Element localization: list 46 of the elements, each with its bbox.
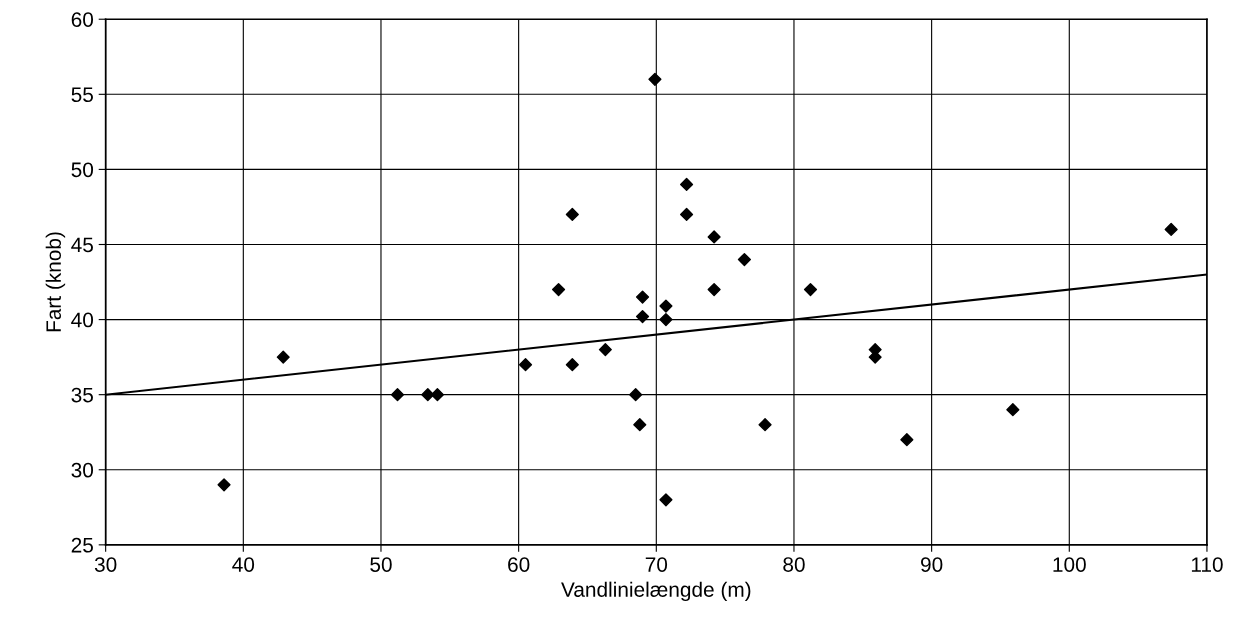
point (390, 388, 405, 402)
x-tick-label: 80 (783, 557, 805, 572)
point (633, 418, 647, 432)
point (659, 493, 673, 507)
y-tick-label: 25 (71, 537, 93, 553)
point (635, 290, 650, 304)
point (565, 207, 579, 222)
y-tick-label: 45 (71, 237, 93, 253)
point (1006, 403, 1020, 417)
point (629, 388, 643, 402)
point (430, 388, 445, 402)
point (900, 433, 914, 447)
x-axis-title: Vandlinielængde (m) (561, 581, 751, 602)
x-tick-label: 40 (232, 557, 255, 572)
x-tick-label: 50 (370, 557, 392, 572)
point (758, 418, 772, 432)
point (565, 358, 579, 372)
y-tick-label: 50 (71, 162, 94, 178)
y-tick-label: 30 (71, 462, 94, 478)
point (659, 312, 673, 327)
y-tick-label: 60 (71, 12, 94, 27)
x-tick-label: 30 (94, 557, 117, 572)
point (680, 207, 694, 222)
y-tick-label: 35 (71, 387, 93, 403)
y-tick-label: 55 (71, 87, 93, 103)
point (680, 177, 694, 192)
x-tick-label: 110 (1191, 557, 1223, 572)
x-tick-label: 60 (508, 557, 530, 572)
point (707, 230, 721, 244)
point (648, 72, 662, 86)
point (276, 350, 290, 364)
point (598, 343, 612, 357)
point (635, 309, 650, 324)
point (707, 282, 721, 297)
y-tick-label: 40 (71, 312, 94, 328)
point (803, 282, 818, 297)
point (1164, 222, 1178, 237)
point (737, 252, 751, 267)
point (551, 282, 566, 297)
point (217, 478, 231, 492)
point (518, 358, 533, 372)
x-tick-label: 100 (1053, 557, 1086, 572)
y-axis-title: Fart (knob) (45, 232, 66, 332)
x-tick-label: 90 (921, 557, 943, 572)
point (659, 299, 673, 313)
x-tick-label: 70 (645, 557, 668, 572)
